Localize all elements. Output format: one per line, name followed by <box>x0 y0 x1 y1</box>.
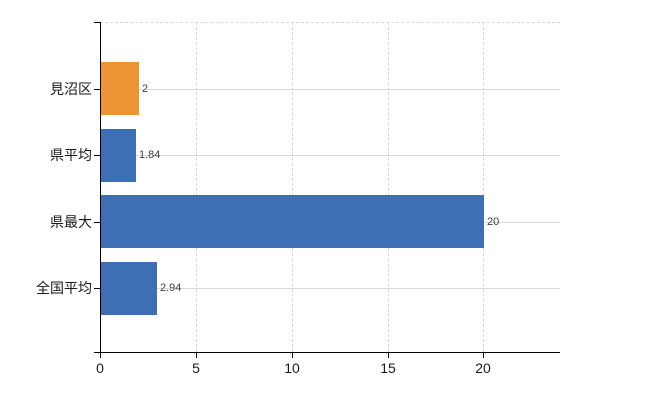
x-axis-tick <box>483 353 484 358</box>
bar-2 <box>101 129 136 182</box>
y-axis-tick <box>94 89 100 90</box>
bar-1 <box>101 62 139 115</box>
y-axis-tick <box>94 155 100 156</box>
bar-4 <box>101 262 157 315</box>
horizontal-gridline <box>100 89 560 90</box>
vertical-gridline <box>291 22 293 352</box>
x-axis-tick <box>388 353 389 358</box>
horizontal-gridline <box>100 155 560 156</box>
vertical-gridline <box>387 22 389 352</box>
vertical-gridline <box>195 22 197 352</box>
x-tick-label: 10 <box>284 360 300 376</box>
value-label: 2.94 <box>160 282 182 294</box>
x-tick-label: 5 <box>192 360 200 376</box>
x-axis-tick <box>100 353 101 358</box>
x-tick-label: 0 <box>96 360 104 376</box>
value-label: 1.84 <box>139 149 161 161</box>
category-label: 県平均 <box>50 147 92 163</box>
y-axis <box>100 22 101 353</box>
category-label: 県最大 <box>50 214 92 230</box>
x-axis-tick <box>292 353 293 358</box>
x-axis <box>94 352 560 353</box>
plot-top-border <box>100 22 560 23</box>
category-label: 全国平均 <box>36 280 92 296</box>
x-tick-label: 20 <box>475 360 491 376</box>
category-label: 見沼区 <box>50 81 92 97</box>
vertical-gridline <box>483 22 485 352</box>
y-axis-tick <box>94 222 100 223</box>
y-axis-top-tick <box>94 22 100 23</box>
x-axis-tick <box>196 353 197 358</box>
value-label: 20 <box>487 216 500 228</box>
bar-3 <box>101 195 484 248</box>
value-label: 2 <box>142 83 149 95</box>
x-tick-label: 15 <box>380 360 396 376</box>
y-axis-tick <box>94 288 100 289</box>
horizontal-gridline <box>100 288 560 289</box>
